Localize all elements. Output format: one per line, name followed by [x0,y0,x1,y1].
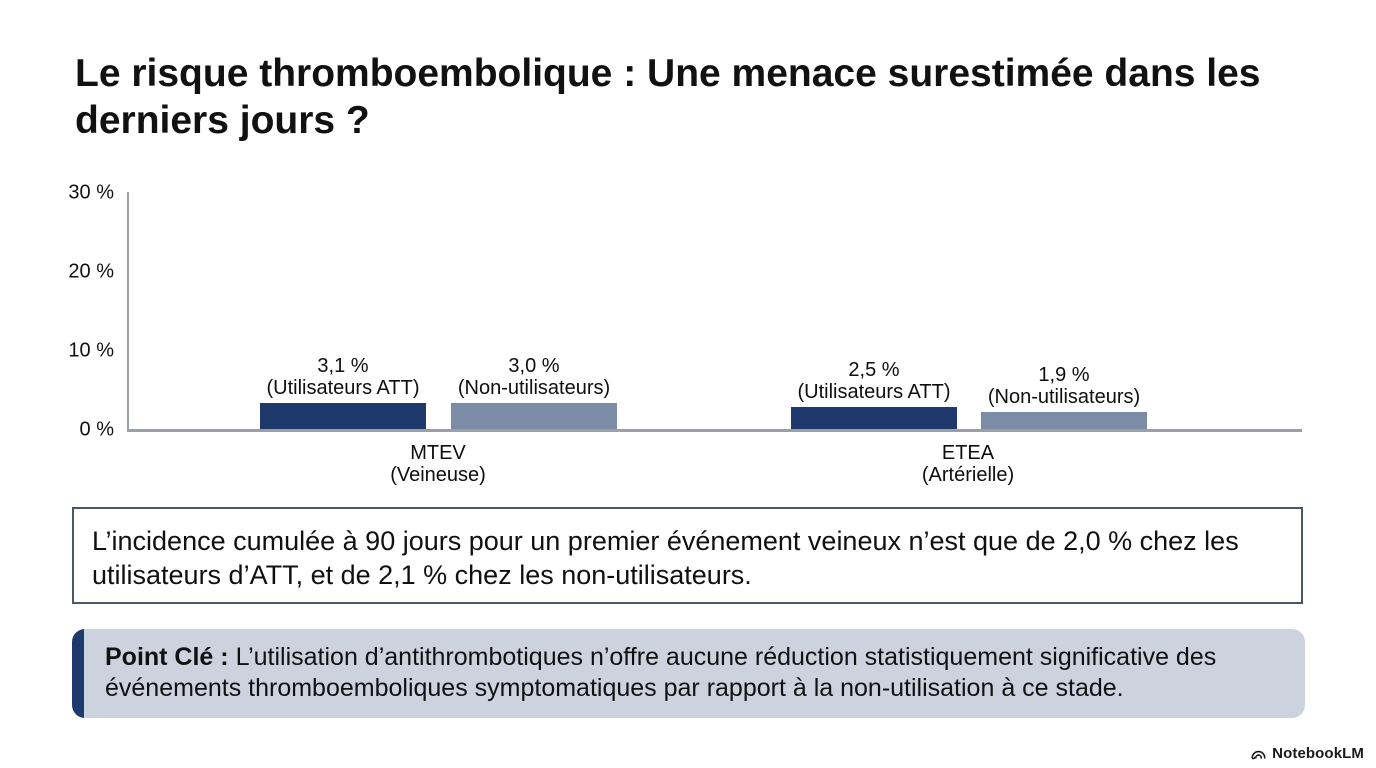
summary-box: L’incidence cumulée à 90 jours pour un p… [72,507,1303,604]
key-point-text: Point Clé : L’utilisation d’antithrombot… [72,629,1305,717]
y-tick-label-30: 30 % [68,181,114,204]
bar-value-label: 3,0 % [508,355,560,377]
group-label-main: ETEA [941,442,995,464]
key-point-box: Point Clé : L’utilisation d’antithrombot… [72,629,1305,718]
bar-label-mtev-att: 3,1 % (Utilisateurs ATT) [267,355,420,399]
bar-value-label: 1,9 % [1038,364,1090,386]
bar-mtev-att [260,403,426,429]
bar-etea-non [981,412,1147,429]
bar-mtev-non [451,403,617,429]
key-point-body: L’utilisation d’antithrombotiques n’offr… [105,643,1217,702]
x-axis-line [127,429,1302,432]
group-label-sub: (Veineuse) [390,464,486,486]
summary-text: L’incidence cumulée à 90 jours pour un p… [92,526,1239,590]
bar-label-etea-non: 1,9 % (Non-utilisateurs) [988,364,1140,408]
bar-value-label: 3,1 % [317,355,369,377]
bar-series-label: (Non-utilisateurs) [987,386,1141,408]
y-tick-label-20: 20 % [68,260,114,283]
group-label-main: MTEV [410,442,466,464]
y-tick-label-10: 10 % [68,339,114,362]
y-axis-line [127,192,129,431]
bar-value-label: 2,5 % [848,359,900,381]
bar-label-etea-att: 2,5 % (Utilisateurs ATT) [798,359,951,403]
key-point-label: Point Clé : [105,643,229,671]
bar-label-mtev-non: 3,0 % (Non-utilisateurs) [458,355,610,399]
bar-series-label: (Utilisateurs ATT) [797,381,951,403]
group-label-mtev: MTEV (Veineuse) [390,442,486,486]
bar-series-label: (Utilisateurs ATT) [266,377,420,399]
y-tick-label-0: 0 % [79,418,114,441]
key-point-accent-bar [72,629,84,718]
group-label-sub: (Artérielle) [921,464,1015,486]
page-title: Le risque thromboembolique : Une menace … [75,52,1261,142]
group-label-etea: ETEA (Artérielle) [922,442,1014,486]
notebooklm-label: NotebookLM [1272,745,1364,762]
bar-series-label: (Non-utilisateurs) [457,377,611,399]
bar-chart: 0 % 10 % 20 % 30 % 3,1 % (Utilisateurs ATT) 3,… [0,181,1376,504]
bar-etea-att [791,407,957,429]
notebooklm-watermark: NotebookLM [1250,745,1364,762]
notebooklm-icon [1251,750,1266,760]
